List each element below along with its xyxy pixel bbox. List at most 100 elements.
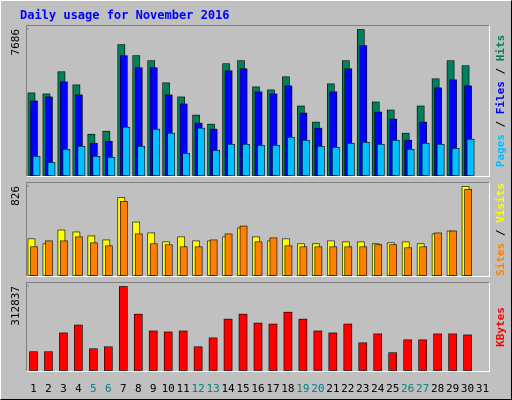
legend-separator: / [494, 114, 507, 134]
bar [373, 333, 383, 371]
bar [182, 153, 190, 176]
bar [167, 132, 175, 176]
legend-entry: Visits [494, 183, 507, 223]
legend-separator: / [494, 223, 507, 243]
bar [406, 149, 415, 176]
bar [134, 233, 143, 276]
bar [133, 313, 143, 371]
panel-border-light [26, 282, 490, 372]
bar [332, 147, 340, 176]
bar [197, 127, 205, 176]
bar [272, 144, 280, 176]
x-tick-label: 21 [326, 382, 339, 395]
bar [152, 128, 161, 176]
legend-entry: KBytes [494, 307, 507, 347]
x-tick-label: 31 [476, 382, 489, 395]
bar [421, 142, 430, 176]
chart-title: Daily usage for November 2016 [20, 8, 230, 22]
x-tick-label: 19 [296, 382, 309, 395]
bar [313, 330, 323, 371]
bar [227, 143, 235, 176]
bar [347, 142, 355, 176]
legend: KBytes [494, 307, 507, 347]
x-tick-label: 8 [135, 382, 142, 395]
x-tick-label: 1 [30, 382, 37, 395]
panel-border-light [26, 182, 490, 277]
bar [148, 330, 158, 371]
x-tick-label: 29 [446, 382, 459, 395]
bar [30, 246, 38, 276]
y-tick-label: 312837 [9, 286, 22, 326]
bar [32, 156, 41, 176]
bar [343, 323, 353, 371]
panel-border-dark [26, 182, 490, 277]
bar [434, 232, 442, 276]
x-tick-label: 2 [45, 382, 52, 395]
bar [208, 337, 218, 371]
bar [118, 286, 128, 371]
bar [448, 333, 457, 371]
x-tick-label: 12 [192, 382, 205, 395]
bar [75, 236, 83, 276]
x-tick-label: 9 [150, 382, 157, 395]
bar [464, 189, 472, 276]
bar [253, 322, 263, 371]
bar [436, 143, 445, 176]
bar [92, 156, 101, 176]
x-tick-label: 20 [311, 382, 324, 395]
bar [317, 146, 325, 176]
bar [283, 311, 293, 371]
panel-border-light [26, 25, 490, 177]
x-tick-label: 4 [75, 382, 82, 395]
bar [238, 313, 248, 371]
bar [419, 246, 427, 276]
bar [361, 141, 370, 176]
x-tick-label: 14 [221, 382, 235, 395]
x-tick-label: 28 [431, 382, 444, 395]
bar [194, 246, 203, 276]
bar [62, 149, 71, 176]
bar [391, 139, 400, 176]
bar [269, 237, 278, 276]
y-tick-label: 7686 [9, 29, 22, 56]
x-tick-label: 24 [371, 382, 385, 395]
x-tick-label: 7 [120, 382, 127, 395]
bar [298, 318, 308, 371]
bar [257, 144, 265, 176]
bar [376, 143, 385, 176]
bar [47, 162, 56, 176]
bar [223, 318, 233, 371]
x-tick-label: 10 [162, 382, 175, 395]
legend-entry: Files [494, 81, 507, 114]
bar [466, 138, 475, 176]
x-tick-label: 22 [341, 382, 354, 395]
bar [403, 339, 412, 371]
bar [29, 351, 38, 371]
legend: Sites / Visits [494, 183, 507, 276]
bar [302, 139, 310, 176]
legend-entry: Pages [494, 134, 507, 167]
bar [122, 126, 131, 176]
bar [404, 247, 412, 276]
legend-entry: Hits [494, 35, 507, 62]
bar [44, 351, 53, 371]
x-tick-label: 5 [90, 382, 97, 395]
x-tick-label: 13 [206, 382, 219, 395]
bar [451, 148, 460, 176]
bar [268, 323, 278, 371]
bar [329, 246, 338, 276]
bar [449, 230, 457, 276]
bar [164, 244, 173, 276]
legend-entry: Sites [494, 243, 507, 276]
bar [60, 240, 68, 276]
bar [389, 244, 398, 276]
x-tick-label: 30 [461, 382, 474, 395]
bar [105, 245, 113, 276]
x-tick-label: 23 [356, 382, 369, 395]
bar [209, 239, 218, 276]
bar [239, 225, 248, 276]
bar [163, 331, 173, 371]
bar [90, 242, 98, 276]
x-tick-label: 11 [177, 382, 190, 395]
panel-border-dark [26, 282, 490, 372]
